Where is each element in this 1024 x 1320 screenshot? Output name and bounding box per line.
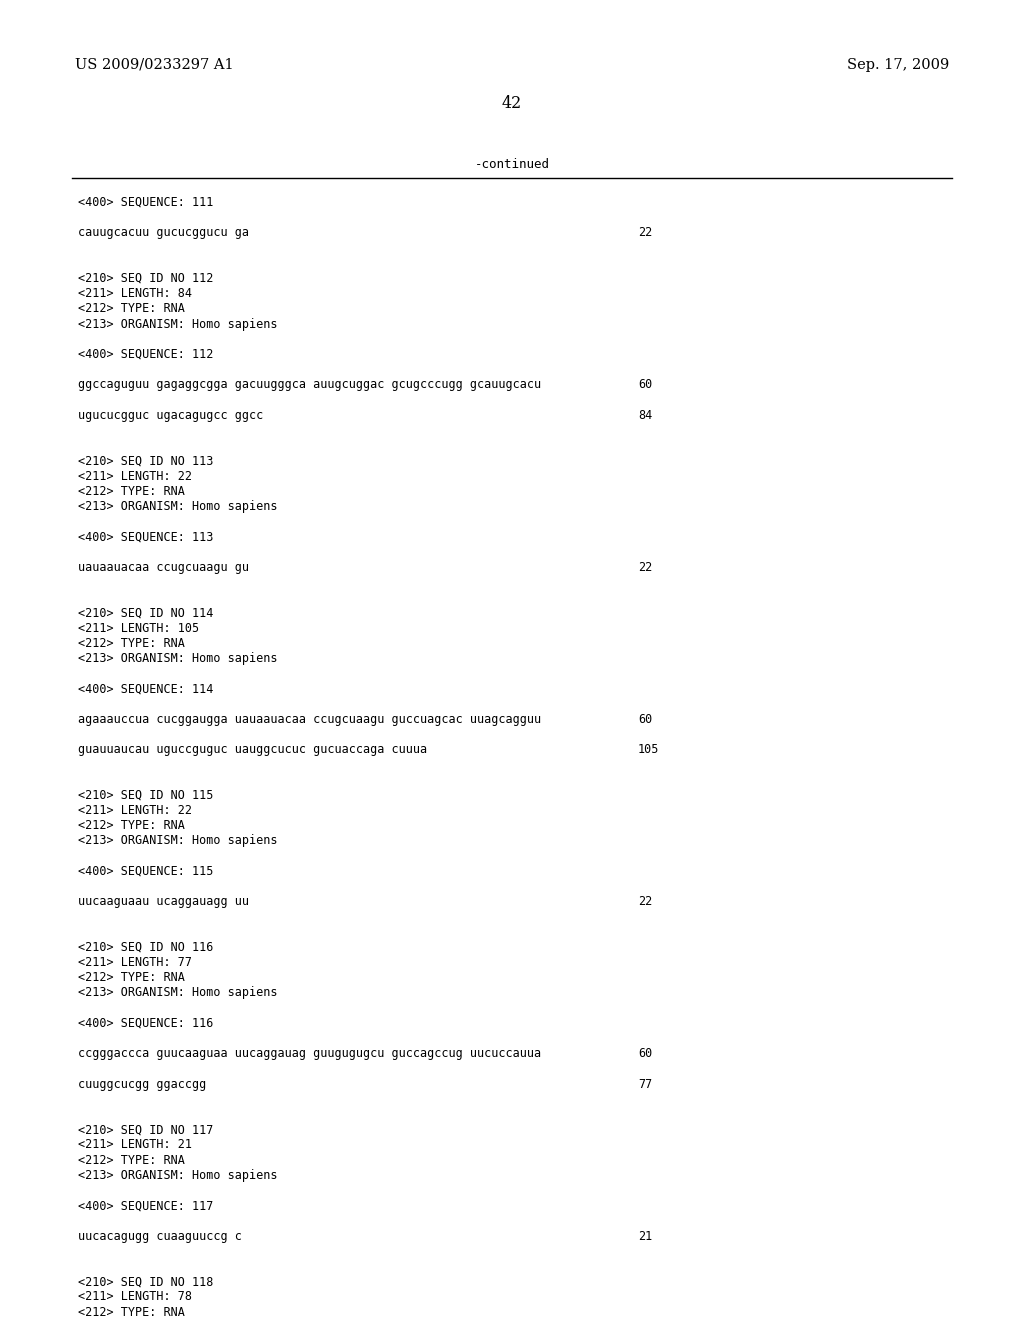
Text: <210> SEQ ID NO 117: <210> SEQ ID NO 117 (78, 1123, 213, 1137)
Text: <213> ORGANISM: Homo sapiens: <213> ORGANISM: Homo sapiens (78, 1168, 278, 1181)
Text: <213> ORGANISM: Homo sapiens: <213> ORGANISM: Homo sapiens (78, 834, 278, 847)
Text: <210> SEQ ID NO 114: <210> SEQ ID NO 114 (78, 606, 213, 619)
Text: 22: 22 (638, 561, 652, 574)
Text: <212> TYPE: RNA: <212> TYPE: RNA (78, 1154, 185, 1167)
Text: uauaauacaa ccugcuaagu gu: uauaauacaa ccugcuaagu gu (78, 561, 249, 574)
Text: <213> ORGANISM: Homo sapiens: <213> ORGANISM: Homo sapiens (78, 986, 278, 999)
Text: 60: 60 (638, 1047, 652, 1060)
Text: <211> LENGTH: 22: <211> LENGTH: 22 (78, 470, 193, 483)
Text: guauuaucau uguccguguc uauggcucuc gucuaccaga cuuua: guauuaucau uguccguguc uauggcucuc gucuacc… (78, 743, 427, 756)
Text: cuuggcucgg ggaccgg: cuuggcucgg ggaccgg (78, 1077, 206, 1090)
Text: <400> SEQUENCE: 117: <400> SEQUENCE: 117 (78, 1199, 213, 1212)
Text: <400> SEQUENCE: 116: <400> SEQUENCE: 116 (78, 1016, 213, 1030)
Text: <210> SEQ ID NO 118: <210> SEQ ID NO 118 (78, 1275, 213, 1288)
Text: 22: 22 (638, 895, 652, 908)
Text: <400> SEQUENCE: 115: <400> SEQUENCE: 115 (78, 865, 213, 878)
Text: ggccaguguu gagaggcgga gacuugggca auugcuggac gcugcccugg gcauugcacu: ggccaguguu gagaggcgga gacuugggca auugcug… (78, 379, 541, 392)
Text: <212> TYPE: RNA: <212> TYPE: RNA (78, 302, 185, 315)
Text: <211> LENGTH: 84: <211> LENGTH: 84 (78, 288, 193, 300)
Text: <213> ORGANISM: Homo sapiens: <213> ORGANISM: Homo sapiens (78, 500, 278, 513)
Text: 42: 42 (502, 95, 522, 112)
Text: Sep. 17, 2009: Sep. 17, 2009 (847, 58, 949, 73)
Text: 105: 105 (638, 743, 659, 756)
Text: <212> TYPE: RNA: <212> TYPE: RNA (78, 484, 185, 498)
Text: <400> SEQUENCE: 113: <400> SEQUENCE: 113 (78, 531, 213, 544)
Text: 60: 60 (638, 379, 652, 392)
Text: -continued: -continued (474, 158, 550, 172)
Text: ccgggaccca guucaaguaa uucaggauag guugugugcu guccagccug uucuccauua: ccgggaccca guucaaguaa uucaggauag guugugu… (78, 1047, 541, 1060)
Text: <400> SEQUENCE: 111: <400> SEQUENCE: 111 (78, 195, 213, 209)
Text: 77: 77 (638, 1077, 652, 1090)
Text: agaaauccua cucggaugga uauaauacaa ccugcuaagu guccuagcac uuagcagguu: agaaauccua cucggaugga uauaauacaa ccugcua… (78, 713, 541, 726)
Text: <213> ORGANISM: Homo sapiens: <213> ORGANISM: Homo sapiens (78, 652, 278, 665)
Text: <211> LENGTH: 78: <211> LENGTH: 78 (78, 1291, 193, 1303)
Text: <210> SEQ ID NO 116: <210> SEQ ID NO 116 (78, 941, 213, 954)
Text: <212> TYPE: RNA: <212> TYPE: RNA (78, 972, 185, 985)
Text: <211> LENGTH: 21: <211> LENGTH: 21 (78, 1138, 193, 1151)
Text: cauugcacuu gucucggucu ga: cauugcacuu gucucggucu ga (78, 227, 249, 239)
Text: 84: 84 (638, 409, 652, 422)
Text: <212> TYPE: RNA: <212> TYPE: RNA (78, 636, 185, 649)
Text: ugucucgguc ugacagugcc ggcc: ugucucgguc ugacagugcc ggcc (78, 409, 263, 422)
Text: <211> LENGTH: 22: <211> LENGTH: 22 (78, 804, 193, 817)
Text: 21: 21 (638, 1230, 652, 1242)
Text: <211> LENGTH: 77: <211> LENGTH: 77 (78, 956, 193, 969)
Text: <211> LENGTH: 105: <211> LENGTH: 105 (78, 622, 199, 635)
Text: <212> TYPE: RNA: <212> TYPE: RNA (78, 1305, 185, 1319)
Text: <400> SEQUENCE: 112: <400> SEQUENCE: 112 (78, 348, 213, 360)
Text: <213> ORGANISM: Homo sapiens: <213> ORGANISM: Homo sapiens (78, 318, 278, 330)
Text: <210> SEQ ID NO 113: <210> SEQ ID NO 113 (78, 454, 213, 467)
Text: 60: 60 (638, 713, 652, 726)
Text: uucaaguaau ucaggauagg uu: uucaaguaau ucaggauagg uu (78, 895, 249, 908)
Text: <212> TYPE: RNA: <212> TYPE: RNA (78, 820, 185, 832)
Text: <210> SEQ ID NO 115: <210> SEQ ID NO 115 (78, 789, 213, 801)
Text: uucacagugg cuaaguuccg c: uucacagugg cuaaguuccg c (78, 1230, 242, 1242)
Text: <210> SEQ ID NO 112: <210> SEQ ID NO 112 (78, 272, 213, 285)
Text: US 2009/0233297 A1: US 2009/0233297 A1 (75, 58, 233, 73)
Text: <400> SEQUENCE: 114: <400> SEQUENCE: 114 (78, 682, 213, 696)
Text: 22: 22 (638, 227, 652, 239)
